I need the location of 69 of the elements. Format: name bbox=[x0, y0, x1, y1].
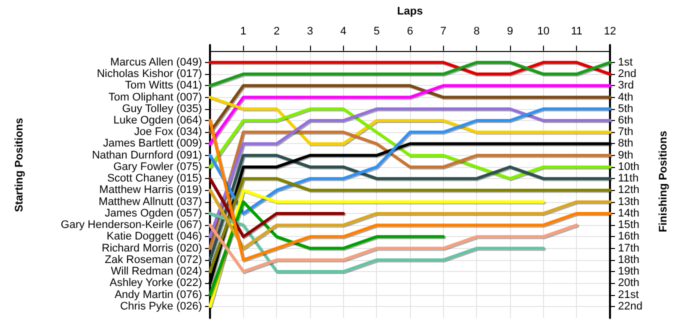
x-tick-label: 3 bbox=[306, 26, 314, 38]
category-label: Andy Martin (076) bbox=[114, 288, 202, 301]
y-tick-label: 21st bbox=[618, 288, 639, 301]
y-tick-label: 17th bbox=[618, 242, 640, 254]
y-tick-label: 5th bbox=[618, 102, 634, 115]
line-series bbox=[208, 107, 612, 180]
y-tick-label: 1st bbox=[618, 56, 633, 68]
x-tick-label: 5 bbox=[374, 26, 380, 38]
x-tick-label: 10 bbox=[537, 26, 550, 38]
y-tick-label: 2nd bbox=[618, 68, 636, 80]
category-label: Tom Oliphant (007) bbox=[108, 91, 202, 104]
y-tick-label: 12th bbox=[618, 184, 640, 196]
y-tick-label: 6th bbox=[618, 114, 634, 127]
line-series bbox=[208, 188, 612, 250]
line-series bbox=[208, 107, 612, 238]
category-label: Joe Fox (034) bbox=[134, 126, 202, 138]
line-series bbox=[208, 119, 612, 262]
line-series bbox=[208, 224, 578, 274]
y-tick-label: 18th bbox=[618, 254, 640, 266]
category-label: Will Redman (024) bbox=[110, 266, 202, 278]
category-label: Richard Morris (020) bbox=[102, 242, 202, 254]
x-axis-title: Laps bbox=[397, 6, 423, 18]
y-tick-label: 10th bbox=[618, 160, 640, 173]
category-label: Guy Tolley (035) bbox=[122, 102, 202, 115]
line-series bbox=[208, 212, 545, 274]
category-label: Scott Chaney (015) bbox=[107, 172, 202, 185]
y-tick-label: 4th bbox=[618, 91, 634, 104]
y-tick-label: 7th bbox=[618, 126, 634, 138]
category-label: Zak Roseman (072) bbox=[104, 254, 202, 266]
y-tick-label: 15th bbox=[618, 219, 640, 232]
y-tick-label: 19th bbox=[618, 266, 640, 278]
x-tick-label: 9 bbox=[506, 26, 514, 38]
x-tick-label: 7 bbox=[440, 26, 446, 38]
x-tick-label: 12 bbox=[604, 26, 616, 38]
y-tick-label: 3rd bbox=[618, 80, 634, 92]
line-series bbox=[208, 96, 612, 146]
category-label: Matthew Harris (019) bbox=[99, 184, 202, 196]
x-tick-label: 4 bbox=[340, 26, 346, 38]
line-series bbox=[208, 154, 612, 262]
x-tick-label: 8 bbox=[474, 26, 480, 38]
y-tick-label: 14th bbox=[618, 207, 640, 220]
y-axis-title: Finishing Positions bbox=[658, 130, 670, 232]
x-tick-label: 6 bbox=[406, 26, 414, 38]
x-tick-label: 2 bbox=[274, 26, 280, 38]
line-series bbox=[208, 200, 445, 296]
category-label: Ashley Yorke (022) bbox=[110, 277, 202, 290]
category-label: Gary Henderson-Keirle (067) bbox=[60, 219, 202, 232]
category-label: Tom Witts (041) bbox=[124, 80, 202, 92]
y-tick-label: 20th bbox=[618, 277, 640, 290]
category-label: Matthew Allnutt (037) bbox=[98, 196, 202, 208]
category-label: Nicholas Kishor (017) bbox=[96, 68, 202, 80]
category-label: Gary Fowler (075) bbox=[113, 160, 202, 173]
y-tick-label: 8th bbox=[618, 138, 634, 150]
category-label: James Bartlett (009) bbox=[102, 138, 202, 150]
x-tick-label: 11 bbox=[570, 26, 582, 38]
y-tick-label: 16th bbox=[618, 230, 640, 243]
y-tick-label: 22nd bbox=[618, 300, 642, 312]
text: Starting Positions bbox=[14, 118, 26, 212]
y-tick-label: 9th bbox=[618, 149, 634, 162]
category-label: Katie Doggett (046) bbox=[106, 230, 202, 243]
category-label: Chris Pyke (026) bbox=[120, 300, 202, 312]
line-series bbox=[208, 107, 612, 215]
category-label: James Ogden (057) bbox=[104, 207, 202, 220]
x-tick-label: 1 bbox=[240, 26, 246, 38]
category-label: Luke Ogden (064) bbox=[113, 114, 202, 127]
y-tick-label: 11th bbox=[618, 172, 639, 185]
category-label: Marcus Allen (049) bbox=[110, 56, 202, 68]
y-tick-label: 13th bbox=[618, 196, 640, 208]
category-label: Nathan Durnford (091) bbox=[92, 149, 202, 162]
